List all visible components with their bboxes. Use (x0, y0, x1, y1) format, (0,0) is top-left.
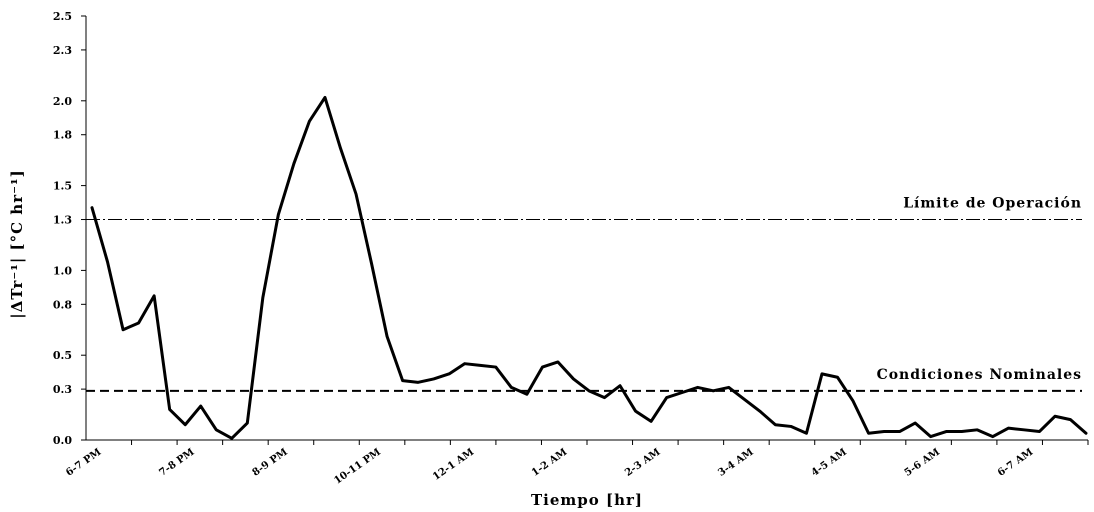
y-tick-label: 2.0 (53, 95, 72, 108)
reference-line-label: Condiciones Nominales (877, 367, 1082, 383)
x-axis-title: Tiempo [hr] (531, 491, 643, 509)
y-tick-label: 0.5 (53, 349, 72, 362)
x-tick-label: 8-9 PM (251, 447, 290, 479)
x-tick-label: 3-4 AM (716, 447, 755, 479)
y-tick-label: 2.5 (53, 10, 72, 23)
reference-line-label: Límite de Operación (903, 196, 1082, 212)
y-tick-label: 0.8 (53, 298, 72, 311)
y-tick-label: 0.3 (53, 383, 72, 396)
y-tick-label: 1.5 (53, 180, 72, 193)
x-tick-label: 1-2 AM (530, 447, 569, 479)
y-tick-label: 1.3 (53, 214, 72, 227)
x-tick-label: 4-5 AM (809, 447, 848, 479)
y-tick-label: 2.3 (53, 44, 72, 57)
x-tick-label: 12-1 AM (431, 447, 476, 483)
series-line (90, 95, 1088, 440)
x-axis-ticks: 6-7 PM 7-8 PM 8-9 PM 10-11 PM 12-1 AM 1-2 AM 2… (64, 440, 1089, 487)
y-axis-ticks: 0.0 0.3 0.5 0.8 1.0 1.3 1.5 1.8 2.0 2.3 2.5 (53, 10, 86, 447)
reference-lines: Límite de Operación Condiciones Nominales (86, 196, 1082, 392)
y-tick-label: 0.0 (53, 434, 72, 447)
x-tick-label: 7-8 PM (157, 447, 196, 479)
y-tick-label: 1.0 (53, 264, 72, 277)
x-tick-label: 2-3 AM (623, 447, 662, 479)
x-tick-label: 10-11 PM (332, 447, 383, 487)
y-tick-label: 1.8 (53, 129, 72, 142)
x-tick-label: 5-6 AM (903, 447, 942, 479)
x-tick-label: 6-7 AM (996, 447, 1035, 479)
y-axis-title: |ΔTr⁻¹| [°C hr⁻¹] (8, 169, 26, 318)
x-tick-label: 6-7 PM (64, 447, 103, 479)
